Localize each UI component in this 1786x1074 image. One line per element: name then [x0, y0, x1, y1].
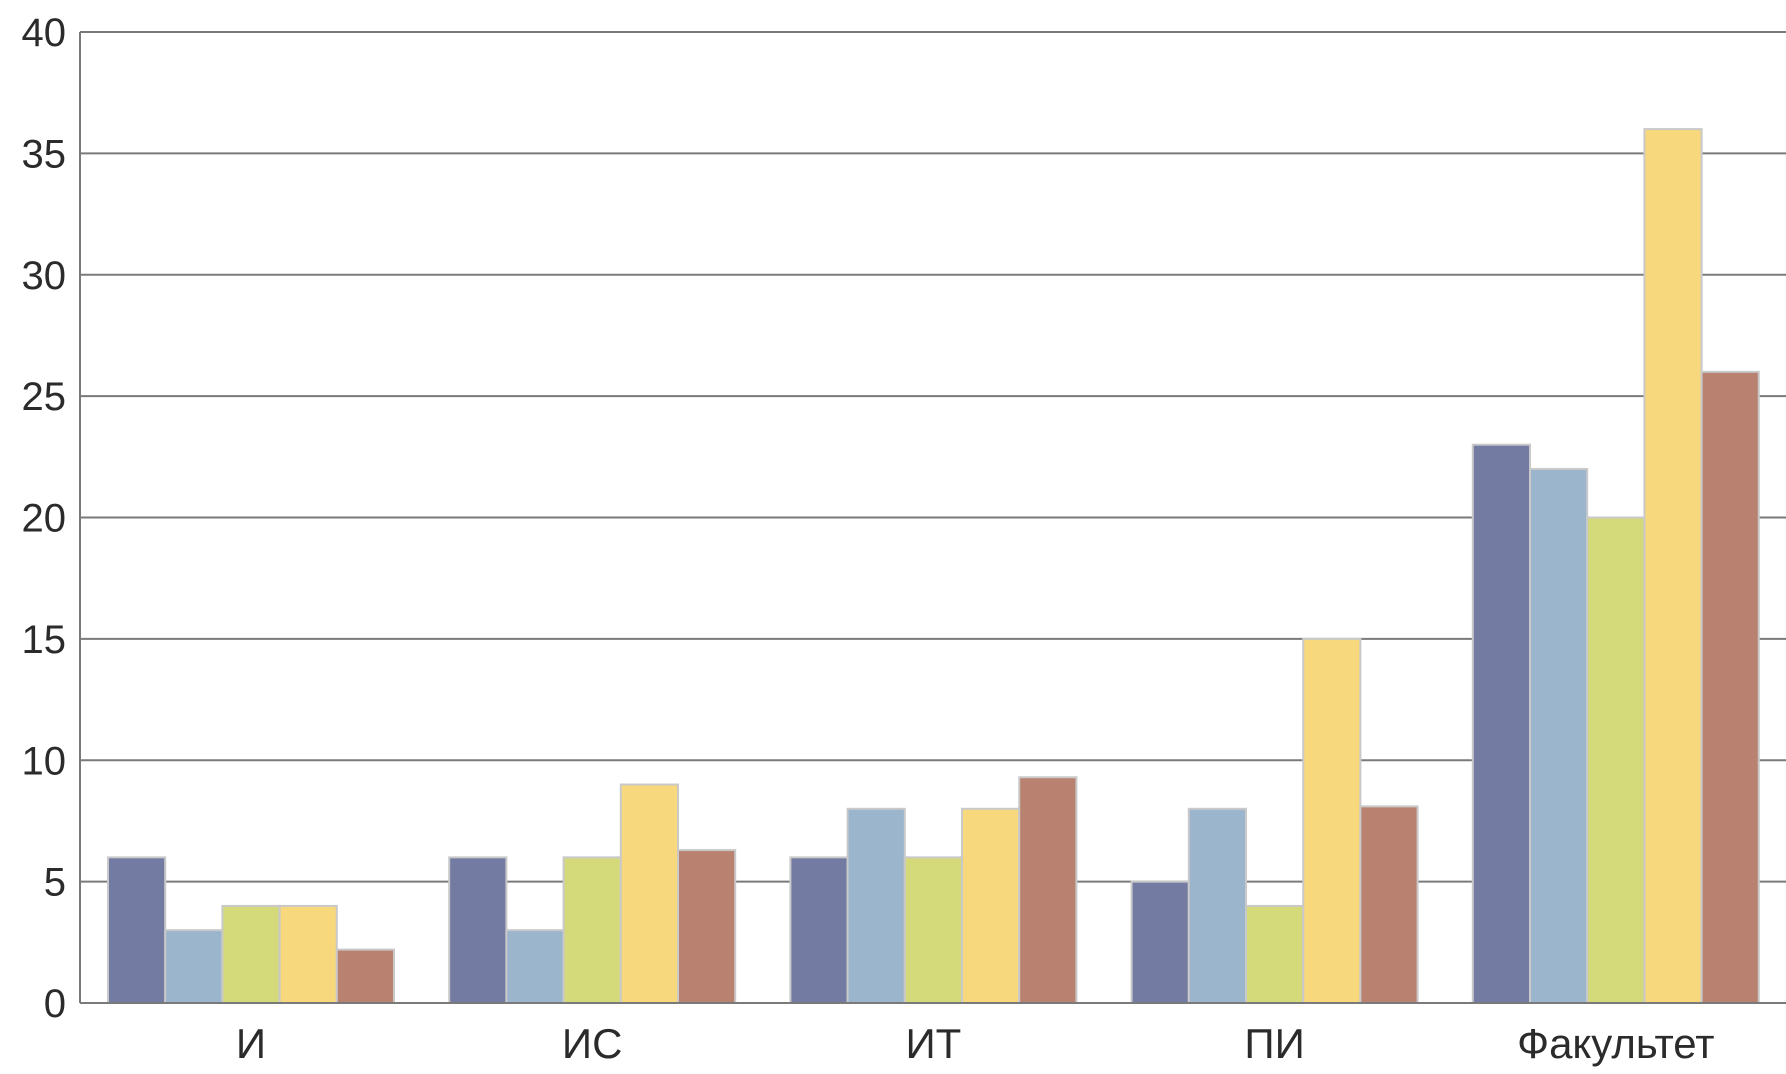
y-axis-ticks: 0 5 10 15 20 25 30 35 40	[22, 11, 67, 1026]
bar-5	[1359, 805, 1419, 1004]
y-tick-label: 0	[44, 982, 66, 1026]
x-tick-label: Факультет	[1517, 1020, 1714, 1067]
bar-5	[335, 948, 395, 1004]
y-tick-label: 25	[22, 375, 67, 419]
bar-4	[1302, 637, 1362, 1004]
y-tick-label: 20	[22, 497, 67, 541]
bar-4	[1643, 128, 1703, 1005]
bar-3	[221, 904, 281, 1005]
axes	[79, 32, 1786, 1004]
bar-2	[1187, 807, 1248, 1004]
bar-1	[448, 856, 508, 1004]
y-tick-label: 5	[44, 861, 66, 905]
gridlines	[80, 31, 1786, 883]
bar-2	[164, 929, 224, 1004]
bar-3	[1245, 904, 1305, 1005]
y-tick-label: 35	[22, 132, 67, 176]
bar-4	[961, 807, 1021, 1004]
bar-2	[505, 929, 565, 1004]
y-tick-label: 30	[22, 254, 67, 298]
bar-1	[107, 856, 167, 1004]
y-tick-label: 15	[22, 618, 67, 662]
bar-3	[903, 856, 963, 1004]
bar-1	[1130, 880, 1190, 1004]
y-tick-label: 10	[22, 739, 67, 783]
bar-2	[1529, 467, 1589, 1004]
bar-5	[1700, 370, 1760, 1005]
bar-4	[278, 904, 338, 1005]
bar-2	[846, 807, 906, 1004]
bars	[107, 128, 1760, 1005]
bar-4	[619, 783, 679, 1005]
x-tick-label: ПИ	[1244, 1020, 1304, 1067]
y-tick-label: 40	[22, 11, 67, 55]
bar-5	[1018, 776, 1078, 1004]
bar-1	[1471, 443, 1532, 1004]
bar-3	[562, 856, 622, 1004]
bar-1	[789, 856, 849, 1004]
x-tick-label: И	[236, 1020, 266, 1067]
bar-3	[1586, 516, 1646, 1004]
x-tick-label: ИТ	[905, 1020, 961, 1067]
x-axis-ticks: И ИС ИТ ПИ Факультет	[236, 1020, 1715, 1067]
bar-5	[677, 849, 737, 1004]
x-tick-label: ИС	[562, 1020, 623, 1067]
